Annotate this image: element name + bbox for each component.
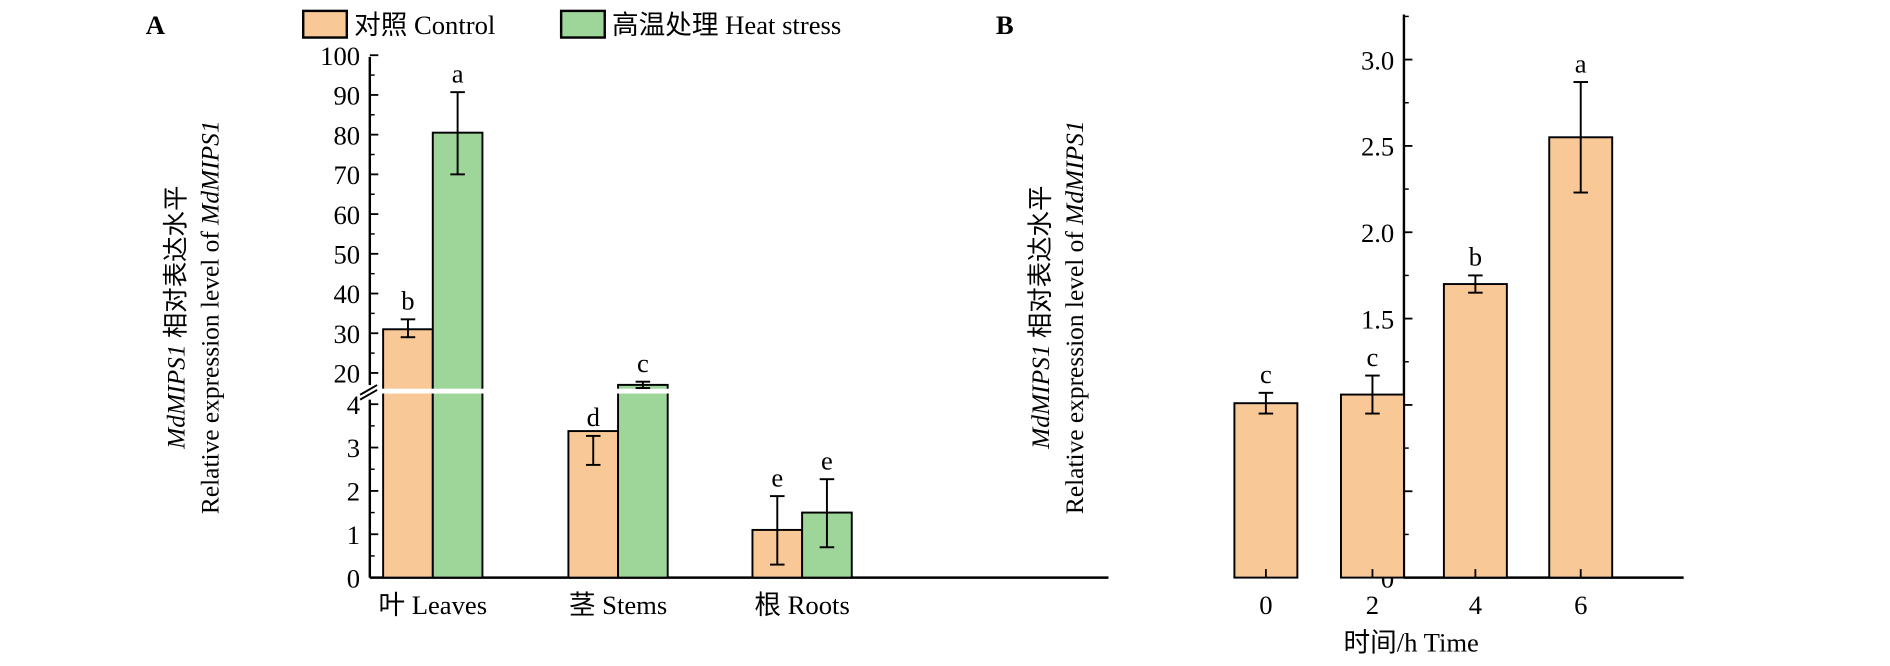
y-tick-label-b: 1.5 bbox=[1361, 304, 1394, 334]
significance-letter: c bbox=[1260, 359, 1272, 389]
bar-time bbox=[1233, 402, 1299, 579]
y-tick-label-a: 1 bbox=[347, 520, 360, 550]
legend: 对照 Control 高温处理 Heat stress bbox=[302, 9, 841, 40]
y-axis-title-b-line1: MdMIPS1 相对表达水平 bbox=[1027, 186, 1055, 450]
significance-letter: e bbox=[771, 462, 783, 492]
bar-time bbox=[1339, 393, 1405, 579]
significance-letter: a bbox=[1575, 48, 1587, 78]
legend-label-heat: 高温处理 Heat stress bbox=[612, 10, 841, 40]
panel-label-b: B bbox=[996, 10, 1014, 40]
significance-letter: c bbox=[637, 348, 649, 378]
significance-letter: e bbox=[821, 446, 833, 476]
y-tick-label-a: 0 bbox=[347, 563, 360, 593]
x-tick-label-b: 6 bbox=[1574, 590, 1587, 620]
significance-letter: d bbox=[587, 402, 600, 432]
x-tick-label-a: 叶 Leaves bbox=[378, 590, 487, 620]
y-tick-label-a: 2 bbox=[347, 477, 360, 507]
legend-swatch-heat bbox=[559, 9, 606, 39]
y-tick-label-b: 3.0 bbox=[1361, 45, 1394, 75]
significance-letter: b bbox=[1469, 242, 1482, 272]
bar-heat bbox=[431, 131, 484, 579]
y-tick-label-a: 20 bbox=[334, 359, 361, 389]
y-axis-title-a-line2: Relative expression level of MdMIPS1 bbox=[196, 120, 224, 514]
y-tick-label-b: 2.5 bbox=[1361, 132, 1394, 162]
panel-label-a: A bbox=[146, 10, 166, 40]
legend-swatch-control bbox=[302, 9, 349, 39]
y-tick-label-a: 50 bbox=[334, 239, 361, 269]
x-tick-label-b: 4 bbox=[1469, 590, 1482, 620]
x-tick-label-b: 0 bbox=[1259, 590, 1272, 620]
y-tick-label-a: 80 bbox=[334, 120, 361, 150]
y-tick-label-a: 60 bbox=[334, 200, 361, 230]
y-tick-label-a: 3 bbox=[347, 433, 360, 463]
axis-break-mark bbox=[359, 384, 378, 401]
bar-heat bbox=[617, 383, 669, 579]
y-tick-label-a: 40 bbox=[334, 279, 361, 309]
axis-break-gap bbox=[381, 388, 434, 394]
x-axis-title-b: 时间/h Time bbox=[1344, 627, 1479, 657]
y-tick-label-a: 70 bbox=[334, 160, 361, 190]
y-tick-label-a: 4 bbox=[347, 390, 360, 420]
y-tick-label-a: 100 bbox=[320, 41, 360, 71]
bar-time bbox=[1548, 136, 1614, 579]
panel-b: B MdMIPS1 相对表达水平 Relative expression lev… bbox=[996, 10, 1684, 657]
panel-a: A 对照 Control 高温处理 Heat stress MdMIPS1 相对… bbox=[146, 9, 1109, 620]
bar-time bbox=[1442, 283, 1508, 579]
significance-letter: a bbox=[452, 58, 464, 88]
y-tick-label-b: 2.0 bbox=[1361, 218, 1394, 248]
x-tick-label-b: 2 bbox=[1366, 590, 1379, 620]
bar-control bbox=[382, 328, 434, 579]
x-tick-label-a: 茎 Stems bbox=[569, 590, 667, 620]
y-axis-title-b-line2: Relative expression level of MdMIPS1 bbox=[1061, 120, 1089, 514]
y-tick-label-a: 30 bbox=[334, 319, 361, 349]
y-axis-title-a-line1: MdMIPS1 相对表达水平 bbox=[163, 186, 191, 450]
significance-letter: b bbox=[401, 286, 414, 316]
x-tick-label-a: 根 Roots bbox=[754, 590, 849, 620]
y-tick-label-a: 90 bbox=[334, 81, 361, 111]
significance-letter: c bbox=[1367, 342, 1379, 372]
legend-label-control: 对照 Control bbox=[354, 10, 495, 40]
axis-break-gap bbox=[431, 388, 484, 394]
axis-break-gap bbox=[616, 388, 669, 394]
